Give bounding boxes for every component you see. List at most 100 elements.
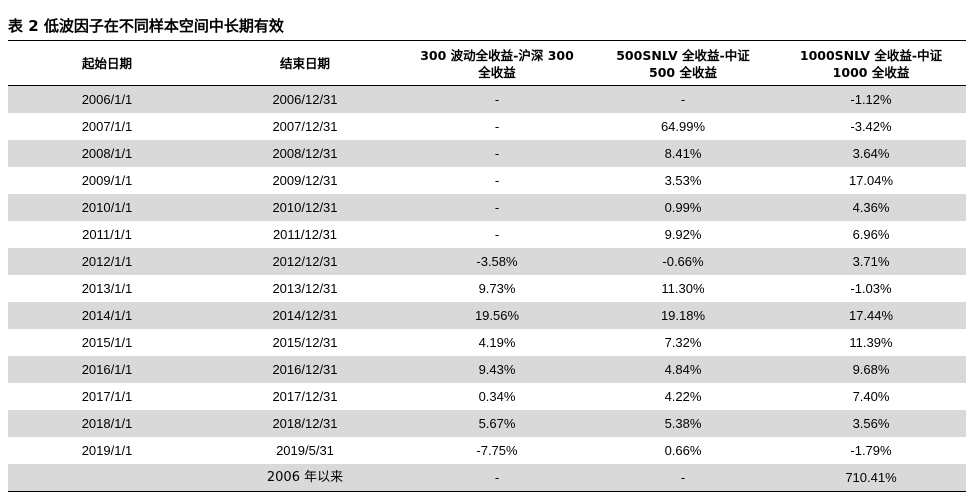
hs300-excess-cell: 4.19% [478, 335, 516, 350]
zz500-excess-cell: -0.66% [662, 254, 704, 269]
table-row: 2013/1/1 2013/12/31 9.73% 11.30% -1.03% [8, 275, 966, 302]
zz1000-excess-cell: -1.12% [850, 92, 892, 107]
start-date-cell: 2014/1/1 [81, 308, 133, 323]
hs300-excess-cell: 5.67% [478, 416, 516, 431]
end-date-cell: 2017/12/31 [272, 389, 338, 404]
end-date-cell: 2013/12/31 [272, 281, 338, 296]
zz1000-excess-cell: -1.79% [850, 443, 892, 458]
header-start-date: 起始日期 [81, 56, 132, 71]
zz500-excess-cell: 19.18% [660, 308, 706, 323]
end-date-cell: 2018/12/31 [272, 416, 338, 431]
header-zz500-excess-label: 500SNLV 全收益-中证 500 全收益 [616, 47, 750, 80]
start-date-cell: 2013/1/1 [81, 281, 133, 296]
start-date-cell: 2011/1/1 [82, 227, 132, 242]
table-row: 2015/1/1 2015/12/31 4.19% 7.32% 11.39% [8, 329, 966, 356]
header-hs300-excess-label: 300 波动全收益-沪深 300 全收益 [420, 47, 574, 80]
start-date-cell: 2016/1/1 [81, 362, 133, 377]
zz1000-excess-cell: 9.68% [852, 362, 890, 377]
table-row: 2010/1/1 2010/12/31 - 0.99% 4.36% [8, 194, 966, 221]
hs300-excess-cell: -3.58% [476, 254, 518, 269]
table-row: 2006/1/1 2006/12/31 - - -1.12% [8, 86, 966, 113]
start-date-cell: 2010/1/1 [81, 200, 133, 215]
zz1000-excess-cell: 7.40% [852, 389, 890, 404]
end-date-cell: 2006 年以来 [266, 470, 344, 485]
zz500-excess-cell: 4.84% [664, 362, 702, 377]
zz1000-excess-cell: 3.64% [852, 146, 890, 161]
zz1000-excess-cell: 11.39% [849, 335, 893, 350]
table-body: 2006/1/1 2006/12/31 - - -1.12% 2007/1/1 2007/1… [8, 86, 966, 491]
zz1000-excess-cell: -3.42% [850, 119, 892, 134]
header-end-date: 结束日期 [279, 56, 330, 71]
header-zz500-excess: 500SNLV 全收益-中证 500 全收益 [590, 42, 776, 85]
zz500-excess-cell: - [680, 92, 686, 107]
zz500-excess-cell: 5.38% [664, 416, 702, 431]
end-date-cell: 2006/12/31 [272, 92, 338, 107]
table-row: 2014/1/1 2014/12/31 19.56% 19.18% 17.44% [8, 302, 966, 329]
hs300-excess-cell: - [494, 92, 500, 107]
end-date-cell: 2012/12/31 [272, 254, 338, 269]
table-row: 2017/1/1 2017/12/31 0.34% 4.22% 7.40% [8, 383, 966, 410]
zz500-excess-cell: 9.92% [664, 227, 702, 242]
zz500-excess-cell: 7.32% [664, 335, 702, 350]
end-date-cell: 2011/12/31 [272, 227, 338, 242]
hs300-excess-cell: - [494, 146, 500, 161]
zz1000-excess-cell: 17.44% [848, 308, 894, 323]
zz1000-excess-cell: 710.41% [845, 470, 897, 485]
end-date-cell: 2015/12/31 [272, 335, 338, 350]
zz1000-excess-cell: 17.04% [848, 173, 894, 188]
hs300-excess-cell: 19.56% [474, 308, 520, 323]
start-date-cell: 2012/1/1 [81, 254, 133, 269]
zz500-excess-cell: 0.66% [664, 443, 702, 458]
zz500-excess-cell: 4.22% [664, 389, 702, 404]
table-row: 2018/1/1 2018/12/31 5.67% 5.38% 3.56% [8, 410, 966, 437]
end-date-cell: 2014/12/31 [272, 308, 338, 323]
table-bottom-rule [8, 491, 966, 492]
start-date-cell [8, 464, 206, 491]
header-hs300-excess: 300 波动全收益-沪深 300 全收益 [404, 42, 590, 85]
zz500-excess-cell: 11.30% [661, 281, 705, 296]
table-row: 2009/1/1 2009/12/31 - 3.53% 17.04% [8, 167, 966, 194]
zz500-excess-cell: 0.99% [664, 200, 702, 215]
start-date-cell: 2009/1/1 [81, 173, 133, 188]
zz1000-excess-cell: -1.03% [850, 281, 892, 296]
end-date-cell: 2009/12/31 [272, 173, 338, 188]
hs300-excess-cell: -7.75% [476, 443, 518, 458]
hs300-excess-cell: - [494, 227, 500, 242]
end-date-cell: 2007/12/31 [272, 119, 338, 134]
zz1000-excess-cell: 3.71% [852, 254, 890, 269]
end-date-cell: 2008/12/31 [272, 146, 338, 161]
start-date-cell: 2018/1/1 [81, 416, 133, 431]
table-title: 表 2 低波因子在不同样本空间中长期有效 [8, 17, 284, 35]
hs300-excess-cell: 9.73% [478, 281, 516, 296]
table-header-rule [8, 85, 966, 86]
start-date-cell: 2017/1/1 [81, 389, 133, 404]
start-date-cell: 2007/1/1 [81, 119, 133, 134]
table-header: 起始日期 结束日期 300 波动全收益-沪深 300 全收益 500SNLV 全… [8, 42, 966, 85]
end-date-cell: 2019/5/31 [276, 443, 334, 458]
hs300-excess-cell: 9.43% [478, 362, 516, 377]
start-date-cell: 2019/1/1 [81, 443, 133, 458]
table-row: 2019/1/1 2019/5/31 -7.75% 0.66% -1.79% [8, 437, 966, 464]
header-zz1000-excess: 1000SNLV 全收益-中证 1000 全收益 [776, 42, 966, 85]
table-row: 2011/1/1 2011/12/31 - 9.92% 6.96% [8, 221, 966, 248]
start-date-cell: 2015/1/1 [81, 335, 133, 350]
table-row: 2008/1/1 2008/12/31 - 8.41% 3.64% [8, 140, 966, 167]
hs300-excess-cell: - [494, 470, 500, 485]
hs300-excess-cell: - [494, 119, 500, 134]
zz1000-excess-cell: 4.36% [852, 200, 890, 215]
zz1000-excess-cell: 3.56% [852, 416, 890, 431]
end-date-cell: 2016/12/31 [272, 362, 338, 377]
hs300-excess-cell: - [494, 173, 500, 188]
table-top-rule [8, 40, 966, 41]
hs300-excess-cell: 0.34% [478, 389, 516, 404]
start-date-cell: 2008/1/1 [81, 146, 133, 161]
header-zz1000-excess-label: 1000SNLV 全收益-中证 1000 全收益 [799, 47, 943, 80]
table-row: 2007/1/1 2007/12/31 - 64.99% -3.42% [8, 113, 966, 140]
hs300-excess-cell: - [494, 200, 500, 215]
zz500-excess-cell: - [680, 470, 686, 485]
table-row: 2016/1/1 2016/12/31 9.43% 4.84% 9.68% [8, 356, 966, 383]
start-date-cell: 2006/1/1 [81, 92, 133, 107]
zz500-excess-cell: 8.41% [664, 146, 702, 161]
zz500-excess-cell: 3.53% [664, 173, 702, 188]
end-date-cell: 2010/12/31 [272, 200, 338, 215]
